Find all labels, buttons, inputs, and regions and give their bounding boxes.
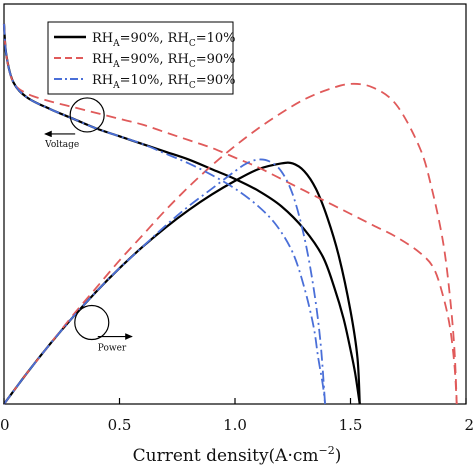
legend-label-B: RHA=90%, RHC=90%	[92, 52, 236, 70]
legend-item-B: RHA=90%, RHC=90%	[54, 52, 236, 70]
annotation-voltage-circle	[69, 97, 105, 133]
annotations: Voltage Power	[44, 97, 133, 354]
x-tick-label: 1.0	[223, 416, 247, 434]
annotation-voltage: Voltage	[44, 97, 105, 150]
series-A-power-line	[3, 161, 361, 405]
x-tick-label: 0.5	[108, 416, 132, 434]
annotation-power: Power	[74, 304, 133, 354]
series-B-power-line	[3, 82, 458, 405]
x-axis-title: Current density(A·cm−2)	[133, 444, 342, 466]
curves	[2, 23, 458, 405]
legend-item-C: RHA=10%, RHC=90%	[54, 73, 236, 91]
legend: RHA=90%, RHC=10% RHA=90%, RHC=90% RHA=10%,…	[47, 21, 236, 95]
series-C-power-line	[3, 158, 326, 405]
series-B-voltage-line	[3, 23, 458, 405]
x-axis: 0 0.5 1.0 1.5 2	[0, 398, 474, 434]
annotation-voltage-label: Voltage	[44, 140, 79, 150]
annotation-power-circle	[74, 304, 110, 341]
legend-item-A: RHA=90%, RHC=10%	[54, 31, 236, 49]
series-C-voltage-line	[3, 23, 326, 405]
legend-label-A: RHA=90%, RHC=10%	[92, 31, 236, 49]
x-tick-label: 1.5	[339, 416, 363, 434]
x-tick-label: 0	[0, 416, 10, 434]
x-tick-label: 2	[464, 416, 474, 434]
legend-label-C: RHA=10%, RHC=90%	[92, 73, 236, 91]
annotation-power-label: Power	[98, 344, 127, 354]
